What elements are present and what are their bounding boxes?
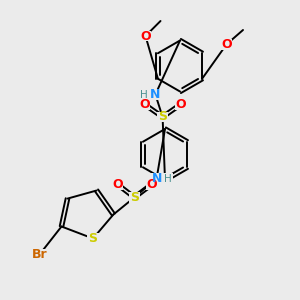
Text: N: N xyxy=(150,88,161,101)
Text: O: O xyxy=(221,38,232,51)
Text: H: H xyxy=(140,89,148,100)
Text: S: S xyxy=(88,232,98,245)
Text: S: S xyxy=(158,110,167,124)
FancyBboxPatch shape xyxy=(31,249,49,260)
Text: O: O xyxy=(112,178,123,191)
FancyBboxPatch shape xyxy=(175,99,186,110)
FancyBboxPatch shape xyxy=(88,233,99,244)
FancyBboxPatch shape xyxy=(157,112,168,122)
FancyBboxPatch shape xyxy=(150,89,161,100)
Text: H: H xyxy=(164,173,171,184)
FancyBboxPatch shape xyxy=(221,39,232,50)
FancyBboxPatch shape xyxy=(129,192,140,203)
FancyBboxPatch shape xyxy=(139,89,150,100)
FancyBboxPatch shape xyxy=(151,173,162,184)
Text: O: O xyxy=(175,98,186,111)
Text: Br: Br xyxy=(32,248,47,261)
Text: O: O xyxy=(146,178,157,191)
FancyBboxPatch shape xyxy=(140,31,151,41)
Text: N: N xyxy=(152,172,162,185)
FancyBboxPatch shape xyxy=(139,99,150,110)
FancyBboxPatch shape xyxy=(162,173,173,184)
FancyBboxPatch shape xyxy=(146,179,157,190)
Text: O: O xyxy=(139,98,150,111)
FancyBboxPatch shape xyxy=(112,179,123,190)
Text: S: S xyxy=(130,191,139,204)
Text: O: O xyxy=(140,29,151,43)
